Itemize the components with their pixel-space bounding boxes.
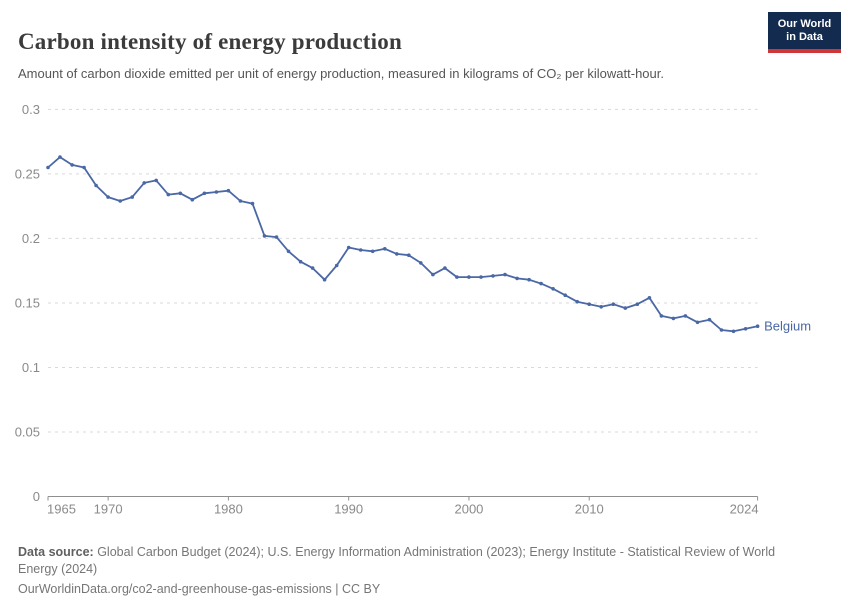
data-point[interactable] [262, 234, 267, 238]
data-point[interactable] [467, 275, 471, 279]
data-point[interactable] [358, 248, 363, 252]
y-tick-label: 0 [33, 489, 40, 504]
data-point[interactable] [370, 249, 375, 254]
data-point[interactable] [431, 272, 435, 277]
data-point[interactable] [599, 305, 603, 309]
data-point[interactable] [707, 317, 712, 322]
data-source-text: Global Carbon Budget (2024); U.S. Energy… [18, 544, 776, 576]
data-point[interactable] [190, 197, 195, 202]
data-point[interactable] [178, 191, 183, 196]
data-point[interactable] [346, 245, 351, 250]
data-point[interactable] [563, 293, 567, 298]
data-point[interactable] [395, 252, 399, 256]
data-point[interactable] [527, 277, 531, 282]
data-point[interactable] [310, 266, 315, 270]
data-point[interactable] [82, 165, 86, 170]
data-point[interactable] [383, 247, 387, 251]
data-point[interactable] [575, 299, 579, 304]
data-point[interactable] [202, 191, 207, 196]
data-point[interactable] [46, 165, 50, 170]
data-point[interactable] [298, 259, 303, 264]
owid-logo-line1: Our World [777, 18, 832, 30]
y-tick-label: 0.15 [15, 295, 40, 310]
x-tick-label: 1980 [214, 502, 243, 517]
data-point[interactable] [479, 275, 483, 279]
data-point[interactable] [551, 287, 555, 291]
data-point[interactable] [539, 281, 543, 286]
x-tick-label: 1965 [47, 502, 76, 517]
data-point[interactable] [286, 249, 291, 254]
data-point[interactable] [214, 190, 219, 194]
data-point[interactable] [755, 324, 760, 329]
data-point[interactable] [743, 327, 748, 331]
data-point[interactable] [731, 329, 736, 334]
data-point[interactable] [695, 320, 700, 325]
owid-logo-line2: in Data [786, 31, 823, 43]
data-point[interactable] [443, 266, 447, 270]
page-title: Carbon intensity of energy production [18, 29, 402, 55]
data-point[interactable] [274, 235, 279, 239]
x-tick-label: 1970 [94, 502, 123, 517]
data-point[interactable] [106, 195, 110, 199]
data-point[interactable] [455, 275, 459, 279]
data-point[interactable] [142, 181, 146, 185]
data-point[interactable] [503, 272, 507, 277]
data-point[interactable] [611, 302, 616, 307]
series-label-belgium[interactable]: Belgium [764, 319, 811, 334]
data-point[interactable] [515, 276, 519, 281]
x-tick-label: 2000 [454, 502, 483, 517]
data-point[interactable] [623, 306, 628, 310]
data-point[interactable] [154, 178, 158, 183]
y-tick-label: 0.3 [22, 102, 40, 117]
data-point[interactable] [419, 261, 423, 265]
data-source-label: Data source: [18, 544, 94, 559]
data-source-line: Data source: Global Carbon Budget (2024)… [18, 544, 818, 578]
data-point[interactable] [322, 277, 327, 282]
data-point[interactable] [647, 296, 652, 300]
data-point[interactable] [250, 201, 255, 206]
owid-logo[interactable]: Our World in Data [768, 12, 841, 53]
citation-line: OurWorldinData.org/co2-and-greenhouse-ga… [18, 581, 381, 596]
data-point[interactable] [635, 302, 640, 307]
y-tick-label: 0.25 [15, 166, 40, 181]
x-tick-label: 2024 [730, 502, 759, 517]
data-point[interactable] [683, 314, 688, 318]
data-point[interactable] [587, 302, 591, 307]
data-point[interactable] [334, 263, 339, 268]
page-subtitle: Amount of carbon dioxide emitted per uni… [18, 66, 664, 81]
data-point[interactable] [407, 253, 411, 257]
y-tick-label: 0.1 [22, 360, 40, 375]
y-tick-label: 0.2 [22, 231, 40, 246]
data-point[interactable] [238, 199, 243, 203]
data-point[interactable] [58, 155, 62, 159]
data-point[interactable] [671, 316, 676, 321]
x-tick-label: 2010 [575, 502, 604, 517]
data-point[interactable] [491, 274, 495, 278]
data-point[interactable] [166, 192, 171, 197]
data-point[interactable] [130, 195, 134, 199]
data-point[interactable] [719, 328, 724, 332]
data-point[interactable] [226, 188, 231, 193]
data-point[interactable] [659, 314, 664, 318]
x-tick-label: 1990 [334, 502, 363, 517]
trend-line [47, 156, 759, 333]
y-tick-label: 0.05 [15, 424, 40, 439]
data-point[interactable] [94, 183, 98, 188]
data-point[interactable] [118, 199, 122, 203]
data-point[interactable] [70, 163, 74, 167]
